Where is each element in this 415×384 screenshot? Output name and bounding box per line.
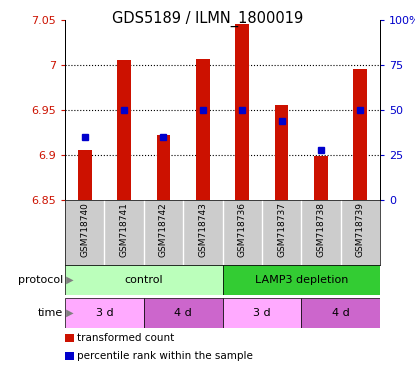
Bar xyxy=(354,70,367,200)
Text: control: control xyxy=(124,275,163,285)
Text: GSM718742: GSM718742 xyxy=(159,202,168,257)
Text: GSM718739: GSM718739 xyxy=(356,202,365,257)
Text: 3 d: 3 d xyxy=(253,308,271,318)
Bar xyxy=(275,104,288,200)
Bar xyxy=(117,61,131,200)
Text: 4 d: 4 d xyxy=(174,308,192,318)
Text: LAMP3 depletion: LAMP3 depletion xyxy=(254,275,348,285)
Bar xyxy=(65,265,222,295)
Text: GSM718737: GSM718737 xyxy=(277,202,286,257)
Bar xyxy=(78,151,92,200)
Text: GSM718743: GSM718743 xyxy=(198,202,208,257)
Bar xyxy=(314,156,328,200)
Text: 4 d: 4 d xyxy=(332,308,349,318)
Text: GDS5189 / ILMN_1800019: GDS5189 / ILMN_1800019 xyxy=(112,10,303,26)
Text: GSM718741: GSM718741 xyxy=(120,202,129,257)
Text: percentile rank within the sample: percentile rank within the sample xyxy=(77,351,253,361)
Text: GSM718738: GSM718738 xyxy=(316,202,325,257)
Bar xyxy=(65,298,144,328)
Bar xyxy=(301,298,380,328)
Text: transformed count: transformed count xyxy=(77,333,174,343)
Bar xyxy=(235,25,249,200)
Text: GSM718740: GSM718740 xyxy=(80,202,89,257)
Bar xyxy=(196,59,210,200)
Text: GSM718736: GSM718736 xyxy=(238,202,247,257)
Text: time: time xyxy=(38,308,63,318)
Text: protocol: protocol xyxy=(18,275,63,285)
Bar xyxy=(222,298,301,328)
Text: ▶: ▶ xyxy=(63,308,73,318)
Bar xyxy=(222,265,380,295)
Text: ▶: ▶ xyxy=(63,275,73,285)
Text: 3 d: 3 d xyxy=(95,308,113,318)
Bar xyxy=(144,298,222,328)
Bar xyxy=(156,135,170,200)
